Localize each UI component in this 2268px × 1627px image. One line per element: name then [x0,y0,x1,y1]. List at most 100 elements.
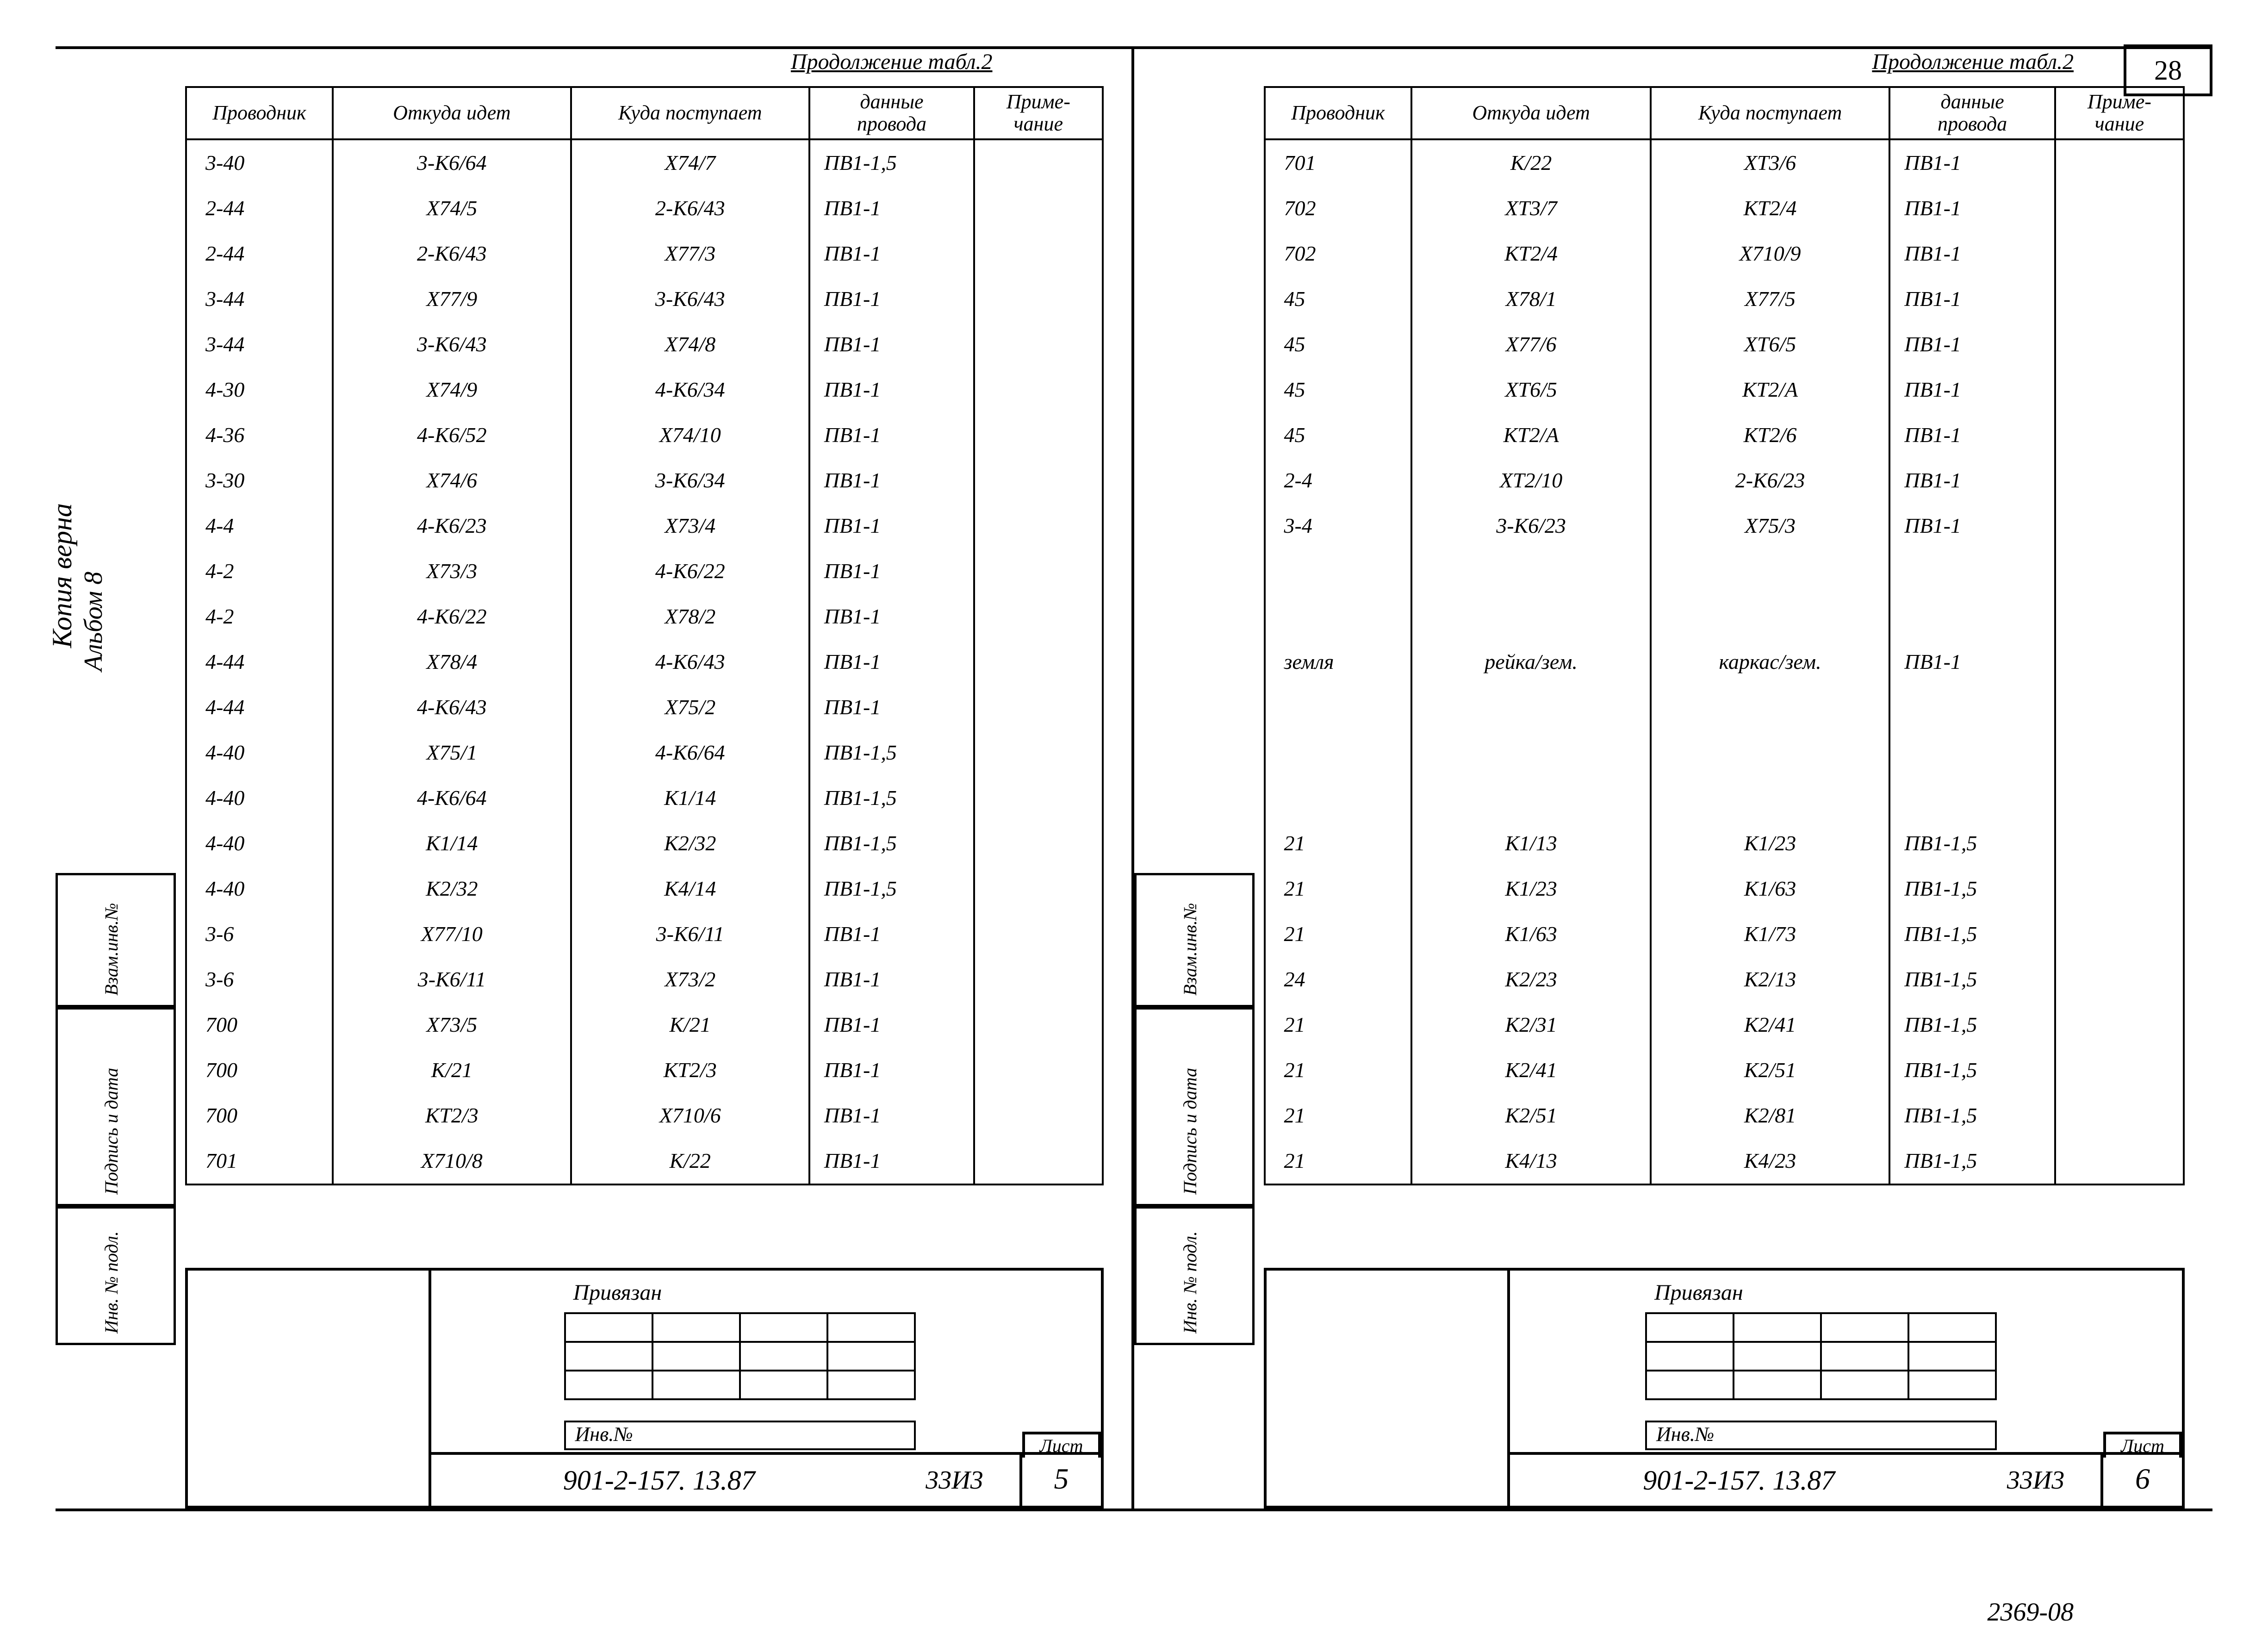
cell: 701 [1265,139,1412,186]
cell: 2-К6/23 [1651,458,1889,503]
cell: К/22 [1411,139,1650,186]
cell: ПВ1-1 [1889,276,2055,322]
cell: Х75/1 [333,730,571,775]
cell: К/21 [333,1047,571,1093]
cell: К2/13 [1651,957,1889,1002]
cell: 4-К6/52 [333,412,571,458]
cell: ПВ1-1,5 [809,775,974,821]
side-vzam-r: Взам.инв.№ [1179,903,1201,996]
table-row [1265,594,2184,639]
cell: 45 [1265,367,1412,412]
th-prim: Приме-чание [974,87,1102,139]
cell: Х77/3 [571,231,809,276]
cell: 21 [1265,1093,1412,1138]
inv-no-right: Инв.№ [1645,1421,1997,1450]
cell: К2/32 [333,866,571,911]
cell: 3-К6/23 [1411,503,1650,549]
cell [1651,730,1889,775]
cell: 4-4 [186,503,333,549]
cell: К2/23 [1411,957,1650,1002]
table-row: 4-44Х78/44-К6/43ПВ1-1 [186,639,1103,685]
cell: Х77/9 [333,276,571,322]
cell [974,730,1102,775]
cell: ПВ1-1,5 [1889,911,2055,957]
th-kuda: Куда поступает [571,87,809,139]
cell [2055,139,2184,186]
cell: ПВ1-1,5 [1889,821,2055,866]
cell: ПВ1-1 [1889,139,2055,186]
cell: 21 [1265,1002,1412,1047]
drawing-frame: 28 Продолжение табл.2 Взам.инв.№ Подпись… [56,46,2212,1511]
cell: 2-4 [1265,458,1412,503]
table-row: землярейка/зем.каркас/зем.ПВ1-1 [1265,639,2184,685]
cell: К1/63 [1651,866,1889,911]
cell: ПВ1-1 [809,276,974,322]
cell: 3-44 [186,322,333,367]
cell [1889,549,2055,594]
cell: 3-К6/11 [571,911,809,957]
cell: ПВ1-1,5 [809,730,974,775]
cell [1411,685,1650,730]
table-row: 21К2/31К2/41ПВ1-1,5 [1265,1002,2184,1047]
cell: Х74/7 [571,139,809,186]
cell: КТ2/А [1411,412,1650,458]
table-row: 4-30Х74/94-К6/34ПВ1-1 [186,367,1103,412]
cell: 2-44 [186,231,333,276]
cell: ПВ1-1 [809,911,974,957]
sheet-label-right: Лист [2103,1432,2182,1458]
cell: ПВ1-1 [809,1002,974,1047]
table-row: 21К1/13К1/23ПВ1-1,5 [1265,821,2184,866]
cell: ПВ1-1,5 [1889,1002,2055,1047]
cell [974,775,1102,821]
cell: 3-К6/43 [571,276,809,322]
cell: К1/14 [333,821,571,866]
cell [974,911,1102,957]
cell: К4/13 [1411,1138,1650,1184]
cell: каркас/зем. [1651,639,1889,685]
doc-code: 2369-08 [1987,1597,2074,1627]
cell [1265,685,1412,730]
cell: 3-6 [186,911,333,957]
cell: К2/31 [1411,1002,1650,1047]
cell: 3-44 [186,276,333,322]
title-block-left: Привязан Инв.№ 901-2-157. 13.87 33И3 Лис… [185,1268,1104,1509]
cell: 4-К6/64 [333,775,571,821]
cell [974,549,1102,594]
th-dannye-r: данныепровода [1889,87,2055,139]
doc-number-right: 901-2-157. 13.87 [1507,1465,1971,1496]
table-row: 45КТ2/АКТ2/6ПВ1-1 [1265,412,2184,458]
cell [974,1047,1102,1093]
cell: ПВ1-1,5 [809,139,974,186]
doc-number-left: 901-2-157. 13.87 [429,1465,890,1496]
cell: 21 [1265,1138,1412,1184]
cell: 45 [1265,276,1412,322]
cell: ПВ1-1 [1889,322,2055,367]
cell: ПВ1-1 [1889,639,2055,685]
cell: 2-К6/43 [333,231,571,276]
cell: 4-К6/22 [333,594,571,639]
cell: 4-44 [186,685,333,730]
cell: К2/81 [1651,1093,1889,1138]
cell: Х74/10 [571,412,809,458]
cell [1265,775,1412,821]
cell: ПВ1-1 [809,458,974,503]
table-row: 4-364-К6/52Х74/10ПВ1-1 [186,412,1103,458]
cell: ПВ1-1,5 [809,866,974,911]
cell: ХТ2/10 [1411,458,1650,503]
cell [1889,730,2055,775]
cell [974,276,1102,322]
cell: Х77/5 [1651,276,1889,322]
cell: КТ2/4 [1411,231,1650,276]
table-row [1265,775,2184,821]
side-inv: Инв. № подл. [100,1231,122,1334]
cell [2055,412,2184,458]
cell: 4-30 [186,367,333,412]
cell: К/21 [571,1002,809,1047]
privyazan-grid-r [1645,1312,1997,1400]
cell: Х74/9 [333,367,571,412]
cell: 4-К6/22 [571,549,809,594]
cell: ПВ1-1 [809,412,974,458]
cell: КТ2/3 [571,1047,809,1093]
cell: 21 [1265,821,1412,866]
cell: ПВ1-1 [809,685,974,730]
